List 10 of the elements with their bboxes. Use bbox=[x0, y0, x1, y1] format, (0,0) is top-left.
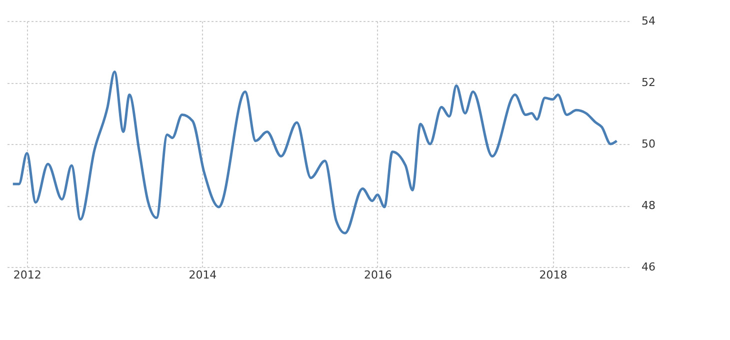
y-tick-label: 50 bbox=[642, 138, 656, 150]
y-tick-label: 54 bbox=[642, 14, 656, 28]
x-tick-label: 2016 bbox=[364, 268, 392, 282]
line-series bbox=[12, 70, 618, 234]
y-tick-label: 52 bbox=[642, 76, 656, 89]
x-tick-label: 2018 bbox=[539, 268, 568, 282]
x-tick-label: 2012 bbox=[13, 268, 42, 282]
y-tick-label: 46 bbox=[642, 260, 656, 274]
y-tick-label: 48 bbox=[642, 199, 656, 212]
x-tick-label: 2014 bbox=[188, 268, 217, 282]
